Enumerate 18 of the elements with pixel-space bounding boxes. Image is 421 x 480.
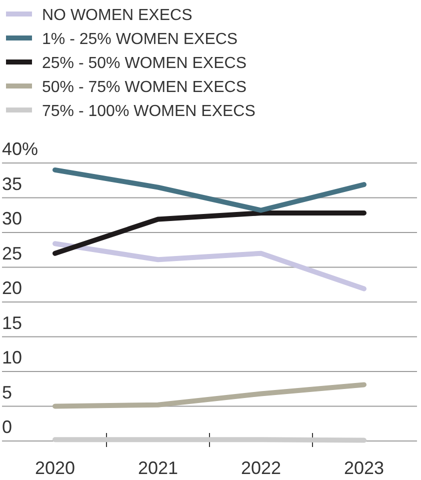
x-tick-label: 2022 <box>240 458 282 478</box>
legend-label: 1% - 25% WOMEN EXECS <box>42 31 238 48</box>
y-tick-label: 25 <box>2 243 22 264</box>
legend-label: 25% - 50% WOMEN EXECS <box>42 55 246 72</box>
x-tick-label: 2021 <box>138 458 178 478</box>
legend-label: 50% - 75% WOMEN EXECS <box>42 79 246 96</box>
x-tick-label: 2023 <box>344 458 384 478</box>
x-tick-label: 2020 <box>34 458 76 478</box>
legend-label: NO WOMEN EXECS <box>42 7 192 24</box>
y-tick-label: 0 <box>2 417 12 437</box>
y-tick-label: 35 <box>2 174 22 194</box>
y-tick-label: 5 <box>2 382 12 402</box>
legend-label: 75% - 100% WOMEN EXECS <box>42 103 256 120</box>
y-tick-label: 20 <box>2 278 22 298</box>
y-tick-label: 15 <box>2 312 22 333</box>
y-tick-label: 10 <box>2 348 22 368</box>
y-tick-label: 40% <box>2 139 38 159</box>
y-tick-label: 30 <box>2 208 22 228</box>
